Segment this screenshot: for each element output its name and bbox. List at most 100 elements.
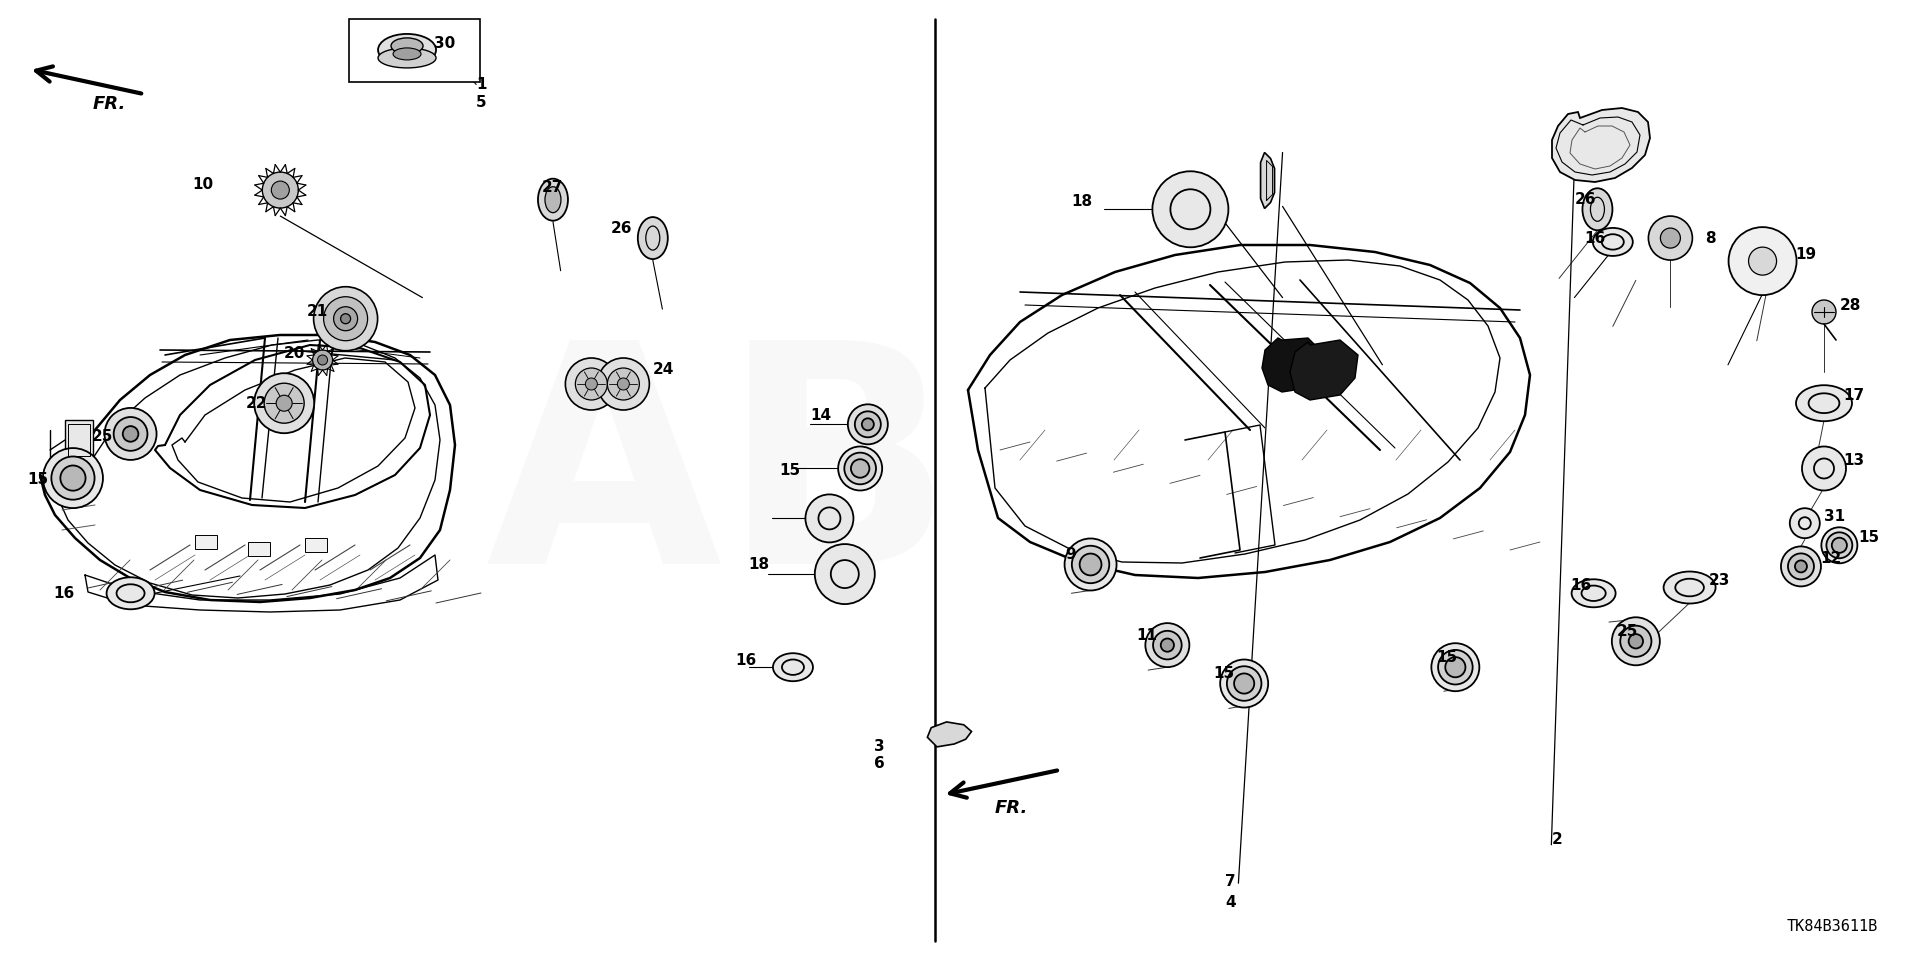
Text: TK84B3611B: TK84B3611B — [1786, 919, 1878, 934]
Circle shape — [334, 307, 357, 330]
Ellipse shape — [1594, 228, 1632, 256]
Ellipse shape — [378, 34, 436, 66]
Text: 4: 4 — [1225, 895, 1236, 910]
Circle shape — [1789, 508, 1820, 539]
Polygon shape — [1551, 108, 1649, 182]
Text: 26: 26 — [1574, 192, 1596, 207]
Text: 22: 22 — [246, 396, 267, 411]
Circle shape — [1822, 527, 1857, 564]
Circle shape — [806, 494, 852, 542]
Circle shape — [263, 172, 298, 208]
Circle shape — [1146, 623, 1188, 667]
Text: 12: 12 — [1820, 551, 1841, 566]
Text: 15: 15 — [1859, 530, 1880, 545]
Text: 5: 5 — [476, 95, 488, 110]
Circle shape — [60, 466, 86, 491]
Ellipse shape — [781, 660, 804, 675]
Text: 3: 3 — [874, 739, 885, 755]
Circle shape — [104, 408, 157, 460]
Circle shape — [271, 181, 290, 199]
Text: 26: 26 — [611, 221, 632, 236]
Circle shape — [1235, 674, 1254, 693]
Circle shape — [1162, 638, 1173, 652]
Ellipse shape — [117, 585, 144, 602]
Text: 16: 16 — [54, 586, 75, 601]
Circle shape — [862, 419, 874, 430]
Circle shape — [1661, 228, 1680, 248]
Circle shape — [253, 373, 315, 433]
Circle shape — [1788, 553, 1814, 580]
Ellipse shape — [1676, 579, 1703, 596]
Ellipse shape — [1601, 234, 1624, 250]
Circle shape — [854, 411, 881, 438]
Polygon shape — [1261, 338, 1323, 392]
Text: FR.: FR. — [92, 95, 125, 112]
Polygon shape — [1261, 153, 1275, 208]
Circle shape — [1171, 189, 1210, 229]
Text: 16: 16 — [1584, 230, 1605, 246]
Circle shape — [576, 368, 607, 400]
Circle shape — [324, 297, 367, 341]
Text: 2: 2 — [1551, 832, 1563, 848]
Bar — [248, 542, 271, 556]
Circle shape — [317, 355, 328, 365]
Text: 18: 18 — [1071, 194, 1092, 209]
Ellipse shape — [1809, 394, 1839, 413]
Ellipse shape — [1572, 579, 1615, 608]
Circle shape — [313, 350, 332, 370]
Circle shape — [52, 456, 94, 499]
Circle shape — [1728, 228, 1797, 295]
Bar — [67, 424, 90, 456]
Text: 27: 27 — [541, 180, 563, 195]
Text: 15: 15 — [780, 463, 801, 478]
Bar — [196, 535, 217, 549]
Circle shape — [1795, 561, 1807, 572]
Circle shape — [1611, 617, 1659, 665]
Text: 16: 16 — [735, 653, 756, 668]
Circle shape — [818, 508, 841, 529]
Text: AB: AB — [486, 331, 954, 629]
Circle shape — [831, 560, 858, 588]
Text: 19: 19 — [1795, 247, 1816, 262]
Ellipse shape — [1795, 385, 1853, 421]
Circle shape — [1446, 657, 1465, 677]
Circle shape — [42, 448, 104, 508]
Circle shape — [123, 426, 138, 442]
Text: 16: 16 — [1571, 578, 1592, 593]
Circle shape — [1221, 660, 1269, 708]
Circle shape — [1799, 517, 1811, 529]
Circle shape — [1438, 650, 1473, 684]
Circle shape — [313, 287, 378, 350]
Circle shape — [340, 314, 351, 324]
Circle shape — [1782, 546, 1820, 587]
Text: 17: 17 — [1843, 388, 1864, 403]
Text: 30: 30 — [434, 36, 455, 51]
Circle shape — [851, 459, 870, 478]
Circle shape — [1812, 300, 1836, 324]
Circle shape — [1227, 666, 1261, 701]
Text: 31: 31 — [1824, 509, 1845, 524]
Circle shape — [1152, 171, 1229, 248]
Text: 25: 25 — [1617, 624, 1638, 639]
Ellipse shape — [392, 37, 422, 54]
Circle shape — [564, 358, 618, 410]
Circle shape — [1620, 626, 1651, 657]
Ellipse shape — [637, 217, 668, 259]
Circle shape — [1832, 538, 1847, 553]
Text: 28: 28 — [1839, 298, 1860, 313]
Text: 23: 23 — [1709, 573, 1730, 588]
Ellipse shape — [1582, 188, 1613, 230]
Circle shape — [597, 358, 649, 410]
Bar — [349, 19, 480, 82]
Circle shape — [845, 453, 876, 484]
Text: 18: 18 — [749, 557, 770, 572]
Circle shape — [607, 368, 639, 400]
Text: 25: 25 — [92, 429, 113, 444]
Circle shape — [113, 417, 148, 451]
Circle shape — [276, 396, 292, 411]
Text: 24: 24 — [653, 362, 674, 377]
Text: 13: 13 — [1843, 453, 1864, 468]
Ellipse shape — [1582, 586, 1605, 601]
Ellipse shape — [394, 48, 420, 60]
Text: 6: 6 — [874, 756, 885, 771]
